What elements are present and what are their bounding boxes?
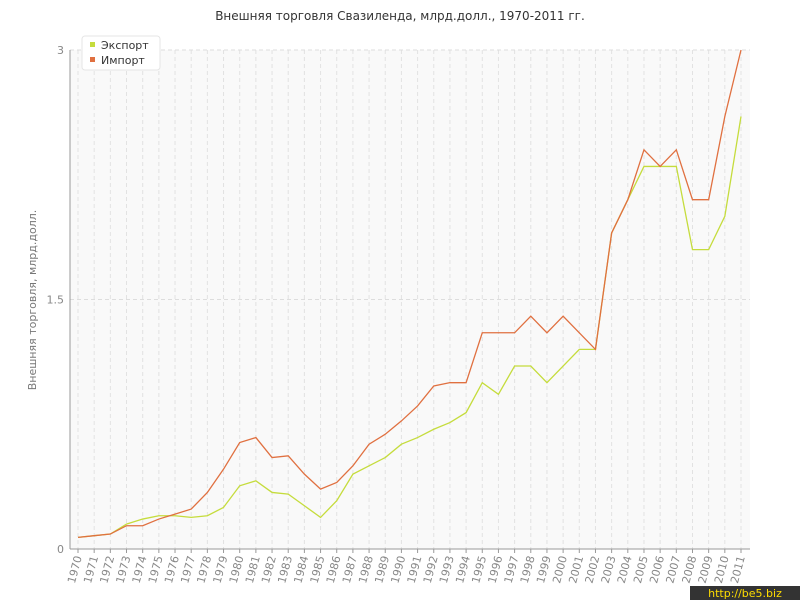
series-line [77, 49, 742, 539]
legend-label: Экспорт [101, 39, 149, 52]
legend-swatch [90, 57, 95, 62]
y-axis-label: Внешняя торговля, млрд.долл. [26, 210, 39, 391]
y-tick-label: 0 [57, 543, 64, 556]
watermark-bg [690, 586, 800, 600]
y-tick-label: 1.5 [47, 294, 65, 307]
legend-label: Импорт [101, 54, 145, 67]
legend-swatch [90, 42, 95, 47]
y-tick-label: 3 [57, 44, 64, 57]
watermark: http://be5.biz [708, 587, 782, 600]
chart-title: Внешняя торговля Свазиленда, млрд.долл.,… [215, 9, 585, 23]
series-line [77, 116, 742, 539]
legend-box [81, 35, 161, 71]
